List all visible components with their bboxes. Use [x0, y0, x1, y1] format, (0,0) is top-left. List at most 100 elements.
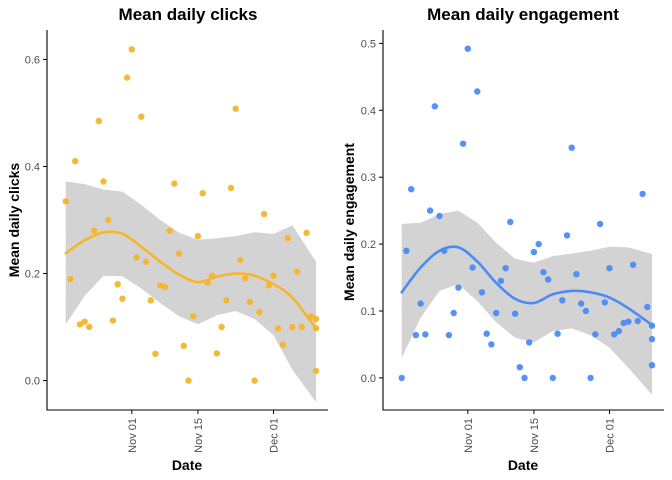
clicks-y-tick-label: 0.0: [25, 376, 40, 388]
clicks-data-point: [76, 321, 84, 328]
clicks-data-point: [90, 227, 98, 234]
clicks-data-point: [194, 232, 202, 240]
engagement-data-point: [644, 303, 651, 311]
engagement-data-point: [540, 269, 547, 276]
engagement-smooth-line: [400, 245, 654, 327]
engagement-data-point: [464, 45, 471, 52]
clicks-smooth-line: [64, 230, 318, 330]
engagement-axes: [382, 30, 664, 411]
engagement-data-point: [469, 264, 476, 271]
engagement-y-tick-label: 0.1: [361, 306, 376, 318]
engagement-data-point: [559, 297, 566, 304]
clicks-data-point: [256, 308, 263, 316]
clicks-data-point: [213, 350, 220, 357]
engagement-data-point: [601, 299, 608, 306]
clicks-data-point: [190, 313, 197, 320]
engagement-data-point: [493, 309, 500, 317]
engagement-y-tick-label: 0.5: [361, 38, 376, 50]
engagement-data-point: [398, 374, 405, 382]
clicks-data-point: [199, 190, 206, 197]
engagement-data-point: [455, 284, 462, 291]
engagement-data-point: [554, 330, 561, 337]
engagement-data-point: [639, 190, 646, 198]
engagement-y-tick-label: 0.3: [361, 172, 376, 184]
clicks-data-point: [237, 256, 244, 264]
clicks-data-point: [138, 113, 145, 120]
clicks-points: [62, 46, 320, 384]
clicks-band-area: [65, 181, 316, 402]
engagement-trend-line: [400, 245, 654, 327]
engagement-x-tick-label: Nov 15: [529, 418, 541, 453]
clicks-x-tick-label: Nov 01: [127, 418, 139, 453]
clicks-data-point: [232, 105, 239, 112]
engagement-data-point: [436, 212, 443, 220]
clicks-trend-line: [64, 230, 318, 330]
engagement-data-point: [615, 327, 623, 335]
engagement-data-point: [530, 248, 538, 256]
clicks-y-tick-label: 0.4: [25, 161, 40, 173]
clicks-data-point: [293, 268, 301, 275]
engagement-data-point: [634, 317, 641, 325]
engagement-data-point: [483, 330, 490, 337]
engagement-data-point: [549, 374, 556, 382]
clicks-data-point: [175, 250, 183, 257]
engagement-x-ticks: Nov 01 Nov 15 Dec 01: [463, 410, 617, 453]
engagement-data-point: [511, 310, 519, 317]
clicks-data-point: [284, 235, 291, 242]
clicks-data-point: [119, 295, 126, 302]
clicks-data-point: [67, 275, 74, 283]
clicks-data-point: [100, 178, 107, 185]
clicks-axes: [46, 30, 328, 411]
clicks-data-point: [227, 184, 235, 192]
clicks-x-ticks: Nov 01 Nov 15 Dec 01: [127, 410, 281, 453]
engagement-data-point: [526, 339, 533, 346]
clicks-data-point: [161, 283, 169, 291]
engagement-data-point: [403, 247, 410, 254]
clicks-data-point: [218, 323, 225, 331]
clicks-x-axis-title: Date: [172, 457, 203, 473]
engagement-data-point: [502, 265, 509, 272]
clicks-data-point: [270, 272, 277, 279]
clicks-data-point: [312, 315, 320, 323]
engagement-data-point: [625, 318, 632, 325]
engagement-data-point: [412, 331, 420, 339]
engagement-data-point: [629, 261, 637, 268]
engagement-data-point: [445, 331, 453, 339]
clicks-data-point: [147, 297, 154, 304]
engagement-title: Mean daily engagement: [427, 5, 619, 24]
engagement-data-point: [507, 218, 514, 226]
engagement-data-point: [426, 207, 434, 214]
engagement-y-tick-label: 0.0: [361, 373, 376, 385]
engagement-data-point: [497, 277, 505, 285]
clicks-confidence-band: [65, 181, 316, 402]
clicks-data-point: [251, 377, 258, 384]
engagement-data-point: [521, 374, 528, 382]
engagement-x-tick-label: Nov 01: [463, 418, 475, 453]
engagement-data-point: [563, 232, 571, 239]
engagement-data-point: [478, 289, 486, 296]
engagement-data-point: [573, 271, 580, 278]
engagement-data-point: [611, 331, 618, 338]
engagement-data-point: [592, 331, 599, 338]
engagement-data-point: [459, 140, 467, 147]
clicks-data-point: [260, 210, 268, 218]
clicks-data-point: [105, 216, 112, 224]
clicks-data-point: [62, 198, 69, 205]
clicks-data-point: [114, 281, 121, 288]
engagement-data-point: [544, 276, 552, 283]
clicks-y-tick-label: 0.2: [25, 269, 40, 281]
engagement-x-tick-label: Dec 01: [605, 418, 617, 453]
engagement-y-tick-label: 0.4: [361, 105, 376, 117]
clicks-data-point: [246, 298, 254, 306]
clicks-data-point: [303, 229, 310, 236]
clicks-data-point: [81, 318, 88, 325]
clicks-x-tick-label: Nov 15: [193, 418, 205, 453]
clicks-y-axis-title: Mean daily clicks: [6, 163, 22, 278]
engagement-data-point: [582, 307, 590, 315]
clicks-data-point: [171, 180, 178, 187]
clicks-data-point: [279, 341, 287, 348]
engagement-data-point: [450, 309, 457, 317]
clicks-data-point: [123, 74, 131, 81]
engagement-data-point: [422, 331, 429, 338]
engagement-data-point: [596, 220, 604, 228]
